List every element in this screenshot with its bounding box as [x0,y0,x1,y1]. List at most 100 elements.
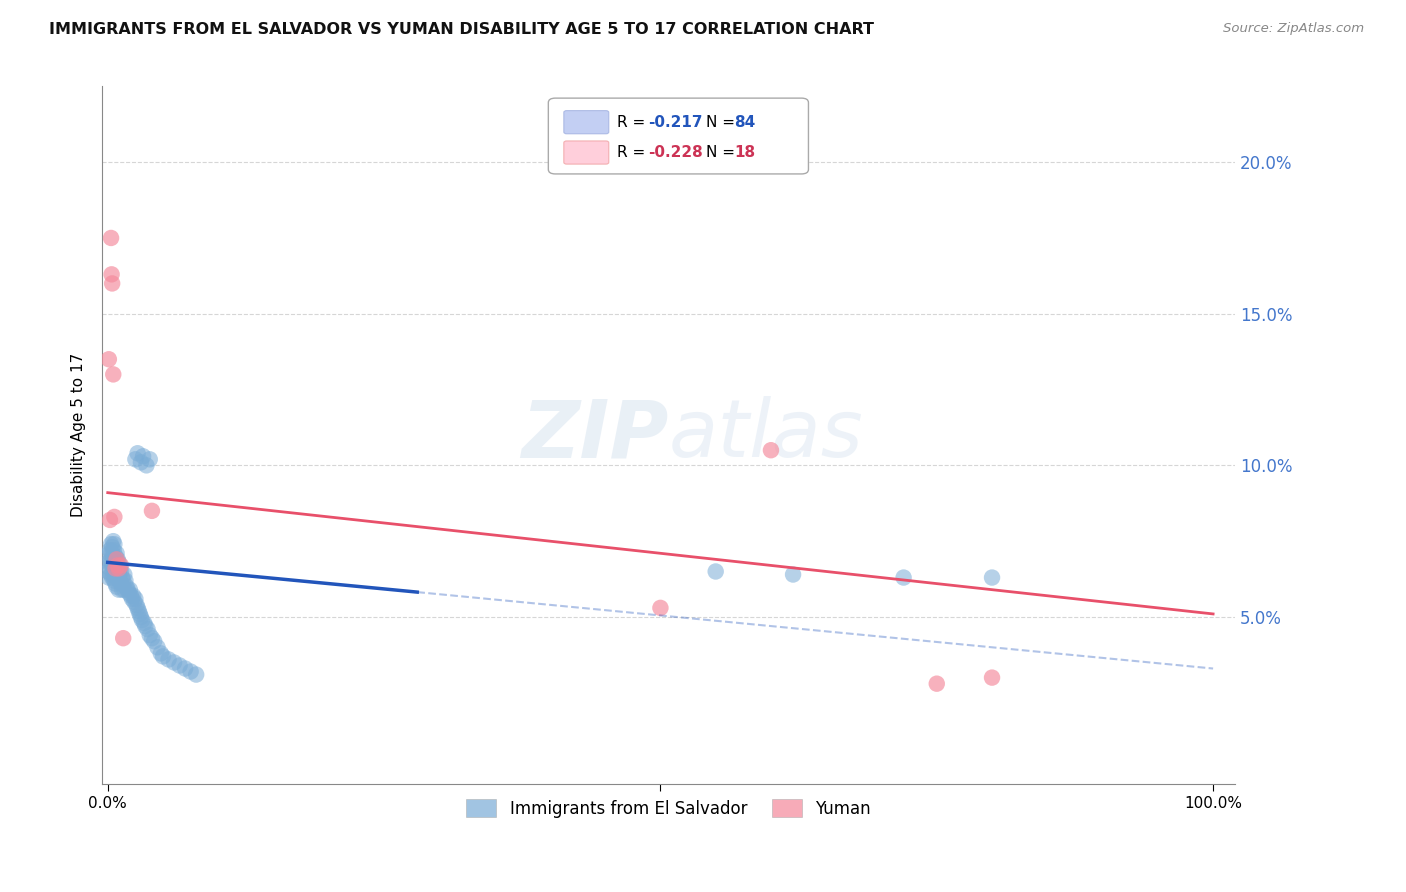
Point [104,576,127,591]
Text: R =: R = [617,145,645,160]
Point [100,546,122,560]
Point [103,537,125,551]
Point [122,595,145,609]
Point [134,615,156,630]
Point [111,570,134,584]
Text: 84: 84 [734,115,755,129]
Point [101,540,124,554]
Point [97,570,120,584]
Point [139,452,162,467]
Point [105,546,128,560]
Point [112,574,135,588]
Point [129,455,152,469]
Point [97,555,120,569]
Point [101,558,124,573]
Point [169,658,191,673]
Text: ZIP: ZIP [522,396,669,474]
Point [107,582,129,597]
Point [105,580,128,594]
Point [100,552,122,566]
Text: N =: N = [706,145,735,160]
Point [893,570,915,584]
Point [141,631,163,645]
Point [124,452,146,467]
Point [107,552,129,566]
Point [98,543,121,558]
Point [97,352,120,367]
Point [103,509,125,524]
Point [97,565,120,579]
Point [125,598,148,612]
Point [117,582,139,597]
Point [174,661,197,675]
Point [98,513,121,527]
Point [981,671,1004,685]
Legend: Immigrants from El Salvador, Yuman: Immigrants from El Salvador, Yuman [460,792,877,824]
Point [105,552,128,566]
Point [100,567,122,582]
Point [112,582,135,597]
Point [105,565,128,579]
Point [112,567,135,582]
Point [115,580,138,594]
Point [103,567,125,582]
Point [146,640,169,655]
Point [136,622,159,636]
Point [163,656,186,670]
Text: -0.217: -0.217 [648,115,703,129]
Text: IMMIGRANTS FROM EL SALVADOR VS YUMAN DISABILITY AGE 5 TO 17 CORRELATION CHART: IMMIGRANTS FROM EL SALVADOR VS YUMAN DIS… [49,22,875,37]
Point [104,561,127,575]
Point [128,607,150,621]
Point [143,634,166,648]
Point [120,589,142,603]
Point [107,558,129,573]
Point [108,574,131,588]
Point [112,631,135,645]
Point [118,585,141,599]
Point [152,649,174,664]
Point [103,534,125,549]
Point [101,277,124,291]
Point [134,619,156,633]
Text: R =: R = [617,115,645,129]
Point [107,555,129,569]
Point [135,458,157,473]
Point [111,582,134,597]
Point [107,561,129,575]
Point [925,676,948,690]
Text: 18: 18 [734,145,755,160]
Point [981,570,1004,584]
Point [114,574,136,588]
Text: N =: N = [706,115,735,129]
Point [122,589,145,603]
Point [100,268,122,282]
Point [127,446,149,460]
Point [103,543,125,558]
Point [186,667,208,681]
Point [127,600,149,615]
Point [110,565,132,579]
Y-axis label: Disability Age 5 to 17: Disability Age 5 to 17 [72,353,86,517]
Point [105,555,128,569]
Point [149,646,172,660]
Point [100,231,122,245]
Point [100,555,122,569]
Point [132,450,155,464]
Point [101,552,124,566]
Point [180,665,202,679]
Point [650,600,672,615]
Point [107,570,129,584]
Point [110,576,132,591]
Point [128,604,150,618]
Point [141,504,163,518]
Point [104,549,127,564]
Point [103,574,125,588]
Point [104,561,127,575]
Point [131,613,153,627]
Point [129,610,152,624]
Point [124,591,146,606]
Point [110,558,132,573]
Point [759,443,782,458]
Point [118,582,141,597]
Point [108,561,131,575]
